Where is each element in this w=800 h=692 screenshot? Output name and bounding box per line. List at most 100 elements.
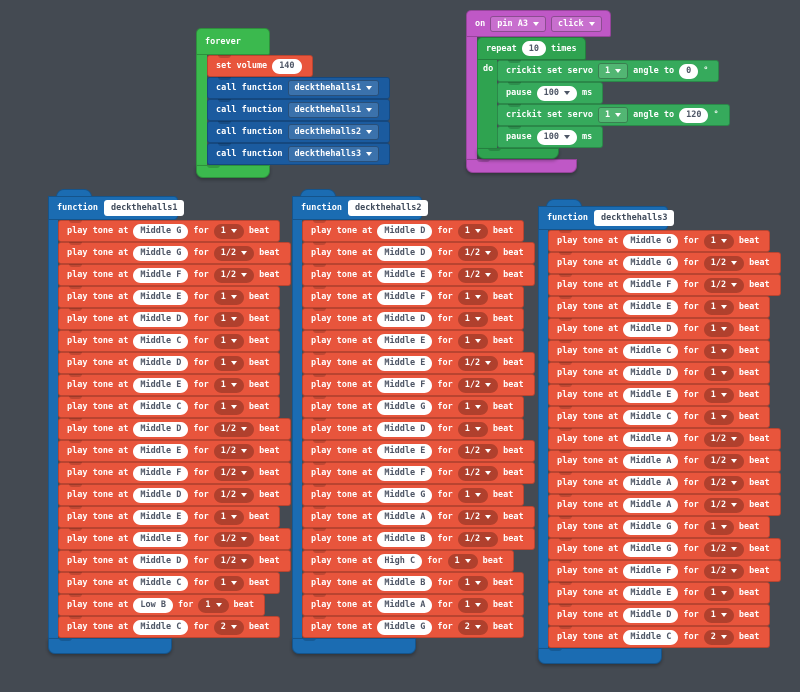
note-field[interactable]: Middle G bbox=[623, 541, 679, 557]
beat-dropdown[interactable]: 1 bbox=[213, 223, 244, 239]
beat-dropdown[interactable]: 1 bbox=[703, 607, 734, 623]
note-field[interactable]: Middle E bbox=[133, 289, 189, 305]
play-tone-block[interactable]: play tone at Middle G for 1 beat bbox=[548, 230, 771, 252]
note-field[interactable]: Middle E bbox=[133, 531, 189, 547]
pause-block[interactable]: pause 100 ms bbox=[497, 82, 604, 104]
note-field[interactable]: Middle A bbox=[623, 431, 679, 447]
beat-dropdown[interactable]: 1/2 bbox=[457, 443, 499, 459]
beat-dropdown[interactable]: 1 bbox=[703, 387, 734, 403]
function-name-input[interactable]: deckthehalls2 bbox=[347, 200, 429, 216]
note-field[interactable]: Middle B bbox=[377, 531, 433, 547]
beat-dropdown[interactable]: 2 bbox=[703, 629, 734, 645]
note-field[interactable]: Middle D bbox=[377, 421, 433, 437]
beat-dropdown[interactable]: 1/2 bbox=[457, 465, 499, 481]
play-tone-block[interactable]: play tone at Middle D for 1/2 beat bbox=[58, 418, 291, 440]
beat-dropdown[interactable]: 1 bbox=[457, 421, 488, 437]
note-field[interactable]: Middle A bbox=[623, 497, 679, 513]
note-field[interactable]: High C bbox=[377, 553, 423, 569]
play-tone-block[interactable]: play tone at Middle C for 2 beat bbox=[58, 616, 281, 638]
beat-dropdown[interactable]: 1 bbox=[457, 289, 488, 305]
play-tone-block[interactable]: play tone at Middle C for 1 beat bbox=[548, 340, 771, 362]
play-tone-block[interactable]: play tone at Middle A for 1/2 beat bbox=[548, 472, 781, 494]
play-tone-block[interactable]: play tone at Middle G for 1 beat bbox=[548, 516, 771, 538]
play-tone-block[interactable]: play tone at Middle E for 1 beat bbox=[548, 582, 771, 604]
beat-dropdown[interactable]: 1 bbox=[457, 223, 488, 239]
note-field[interactable]: Middle A bbox=[377, 597, 433, 613]
play-tone-block[interactable]: play tone at Middle F for 1 beat bbox=[302, 286, 525, 308]
pin-dropdown[interactable]: pin A3 bbox=[490, 15, 546, 32]
note-field[interactable]: Middle D bbox=[623, 365, 679, 381]
play-tone-block[interactable]: play tone at Middle D for 1 beat bbox=[302, 220, 525, 242]
note-field[interactable]: Middle F bbox=[133, 465, 189, 481]
beat-dropdown[interactable]: 1 bbox=[457, 597, 488, 613]
note-field[interactable]: Middle C bbox=[133, 575, 189, 591]
beat-dropdown[interactable]: 1/2 bbox=[457, 377, 499, 393]
note-field[interactable]: Middle D bbox=[623, 607, 679, 623]
note-field[interactable]: Middle C bbox=[623, 343, 679, 359]
note-field[interactable]: Middle E bbox=[377, 267, 433, 283]
note-field[interactable]: Middle E bbox=[623, 585, 679, 601]
beat-dropdown[interactable]: 1 bbox=[198, 597, 229, 613]
beat-dropdown[interactable]: 1/2 bbox=[457, 531, 499, 547]
function-dropdown[interactable]: deckthehalls1 bbox=[287, 80, 380, 96]
beat-dropdown[interactable]: 1 bbox=[703, 585, 734, 601]
play-tone-block[interactable]: play tone at Middle A for 1/2 beat bbox=[548, 428, 781, 450]
call-function-block[interactable]: call function deckthehalls1 bbox=[207, 77, 391, 99]
play-tone-block[interactable]: play tone at Middle C for 1 beat bbox=[58, 572, 281, 594]
note-field[interactable]: Middle B bbox=[377, 575, 433, 591]
note-field[interactable]: Middle A bbox=[623, 475, 679, 491]
pause-block[interactable]: pause 100 ms bbox=[497, 126, 604, 148]
note-field[interactable]: Middle G bbox=[623, 233, 679, 249]
beat-dropdown[interactable]: 1 bbox=[457, 399, 488, 415]
beat-dropdown[interactable]: 1/2 bbox=[213, 531, 255, 547]
beat-dropdown[interactable]: 1/2 bbox=[457, 245, 499, 261]
play-tone-block[interactable]: play tone at Middle D for 1 beat bbox=[302, 308, 525, 330]
play-tone-block[interactable]: play tone at Middle G for 2 beat bbox=[302, 616, 525, 638]
beat-dropdown[interactable]: 1/2 bbox=[213, 443, 255, 459]
beat-dropdown[interactable]: 1/2 bbox=[457, 267, 499, 283]
note-field[interactable]: Middle G bbox=[377, 399, 433, 415]
note-field[interactable]: Middle F bbox=[623, 277, 679, 293]
note-field[interactable]: Middle G bbox=[133, 223, 189, 239]
beat-dropdown[interactable]: 1 bbox=[703, 519, 734, 535]
play-tone-block[interactable]: play tone at Middle E for 1 beat bbox=[548, 296, 771, 318]
angle-field[interactable]: 120 bbox=[679, 107, 709, 123]
beat-dropdown[interactable]: 1 bbox=[703, 343, 734, 359]
beat-dropdown[interactable]: 1 bbox=[703, 321, 734, 337]
beat-dropdown[interactable]: 1 bbox=[213, 575, 244, 591]
play-tone-block[interactable]: play tone at Low B for 1 beat bbox=[58, 594, 265, 616]
beat-dropdown[interactable]: 1/2 bbox=[457, 509, 499, 525]
play-tone-block[interactable]: play tone at Middle D for 1/2 beat bbox=[302, 242, 535, 264]
note-field[interactable]: Middle D bbox=[623, 321, 679, 337]
play-tone-block[interactable]: play tone at Middle D for 1 beat bbox=[58, 352, 281, 374]
play-tone-block[interactable]: play tone at Middle C for 1 beat bbox=[58, 330, 281, 352]
note-field[interactable]: Middle G bbox=[377, 487, 433, 503]
play-tone-block[interactable]: play tone at Middle F for 1/2 beat bbox=[302, 462, 535, 484]
beat-dropdown[interactable]: 1/2 bbox=[457, 355, 499, 371]
beat-dropdown[interactable]: 1/2 bbox=[213, 487, 255, 503]
function-header[interactable]: function deckthehalls2 bbox=[292, 196, 429, 220]
beat-dropdown[interactable]: 1 bbox=[447, 553, 478, 569]
function-dropdown[interactable]: deckthehalls1 bbox=[287, 102, 380, 118]
volume-field[interactable]: 140 bbox=[272, 58, 302, 74]
note-field[interactable]: Middle A bbox=[623, 453, 679, 469]
play-tone-block[interactable]: play tone at Middle D for 1 beat bbox=[548, 604, 771, 626]
beat-dropdown[interactable]: 1/2 bbox=[703, 431, 745, 447]
play-tone-block[interactable]: play tone at Middle G for 1/2 beat bbox=[58, 242, 291, 264]
note-field[interactable]: Middle D bbox=[133, 355, 189, 371]
note-field[interactable]: Middle D bbox=[133, 421, 189, 437]
play-tone-block[interactable]: play tone at Middle F for 1/2 beat bbox=[548, 560, 781, 582]
beat-dropdown[interactable]: 1 bbox=[457, 333, 488, 349]
note-field[interactable]: Middle F bbox=[377, 377, 433, 393]
beat-dropdown[interactable]: 1/2 bbox=[213, 553, 255, 569]
play-tone-block[interactable]: play tone at Middle A for 1 beat bbox=[302, 594, 525, 616]
play-tone-block[interactable]: play tone at Middle F for 1/2 beat bbox=[58, 264, 291, 286]
play-tone-block[interactable]: play tone at Middle E for 1 beat bbox=[58, 286, 281, 308]
call-function-block[interactable]: call function deckthehalls2 bbox=[207, 121, 391, 143]
beat-dropdown[interactable]: 1 bbox=[703, 233, 734, 249]
play-tone-block[interactable]: play tone at Middle E for 1/2 beat bbox=[302, 352, 535, 374]
beat-dropdown[interactable]: 1 bbox=[213, 377, 244, 393]
beat-dropdown[interactable]: 1 bbox=[213, 509, 244, 525]
play-tone-block[interactable]: play tone at Middle E for 1/2 beat bbox=[58, 528, 291, 550]
beat-dropdown[interactable]: 1/2 bbox=[703, 475, 745, 491]
